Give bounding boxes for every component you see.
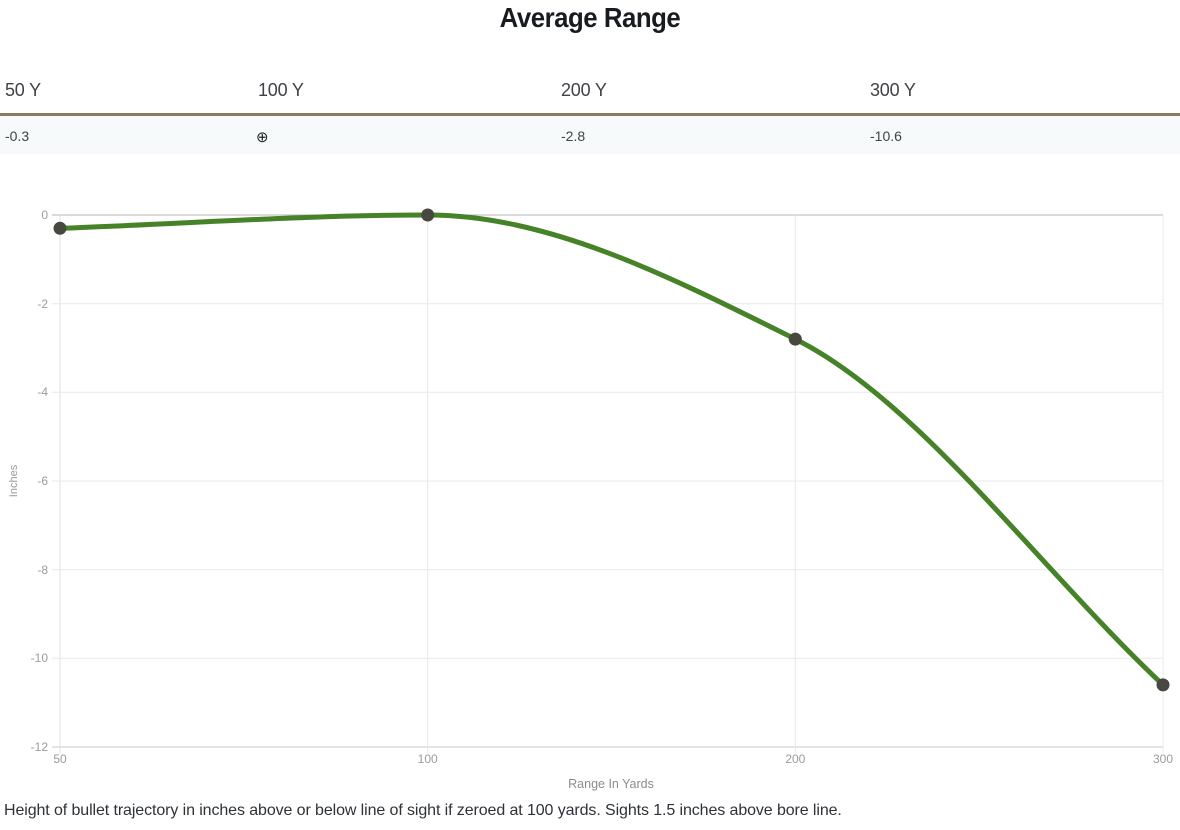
range-summary-table: 50 Y 100 Y 200 Y 300 Y -0.3 ⊕ -2.8 -10.6 bbox=[0, 80, 1180, 154]
drop-value-200y: -2.8 bbox=[561, 128, 586, 144]
x-tick-label: 200 bbox=[785, 752, 806, 766]
drop-value-300y: -10.6 bbox=[870, 128, 902, 144]
zero-symbol-icon: ⊕ bbox=[256, 129, 269, 146]
y-tick-label: -8 bbox=[37, 562, 48, 577]
y-tick-label: -6 bbox=[37, 474, 48, 488]
x-tick-label: 50 bbox=[53, 752, 67, 766]
y-tick-label: -4 bbox=[37, 385, 48, 400]
x-tick-label: 100 bbox=[417, 752, 438, 766]
data-point bbox=[421, 208, 435, 222]
y-tick-label: -12 bbox=[30, 740, 48, 754]
table-divider bbox=[0, 113, 1180, 116]
y-tick-label: 0 bbox=[41, 208, 48, 222]
data-point bbox=[788, 332, 802, 346]
y-axis-title: Inches bbox=[8, 464, 20, 498]
x-tick-label: 300 bbox=[1152, 752, 1174, 766]
range-column-header-50y: 50 Y bbox=[5, 80, 41, 100]
y-tick-label: -2 bbox=[37, 296, 48, 311]
data-point bbox=[53, 221, 67, 235]
y-tick-label: -10 bbox=[30, 651, 48, 666]
data-point bbox=[1156, 678, 1170, 692]
range-column-header-200y: 200 Y bbox=[561, 80, 607, 100]
range-table-value-row: -0.3 ⊕ -2.8 -10.6 bbox=[0, 116, 1180, 154]
trajectory-line bbox=[57, 212, 1166, 688]
page-title: Average Range bbox=[499, 2, 681, 33]
x-axis-title: Range In Yards bbox=[568, 777, 654, 791]
range-column-header-100y: 100 Y bbox=[258, 80, 304, 100]
chart-caption: Height of bullet trajectory in inches ab… bbox=[4, 802, 842, 819]
range-table-header-row: 50 Y 100 Y 200 Y 300 Y bbox=[0, 80, 1180, 113]
drop-value-50y: -0.3 bbox=[5, 128, 30, 144]
range-column-header-300y: 300 Y bbox=[870, 80, 916, 100]
